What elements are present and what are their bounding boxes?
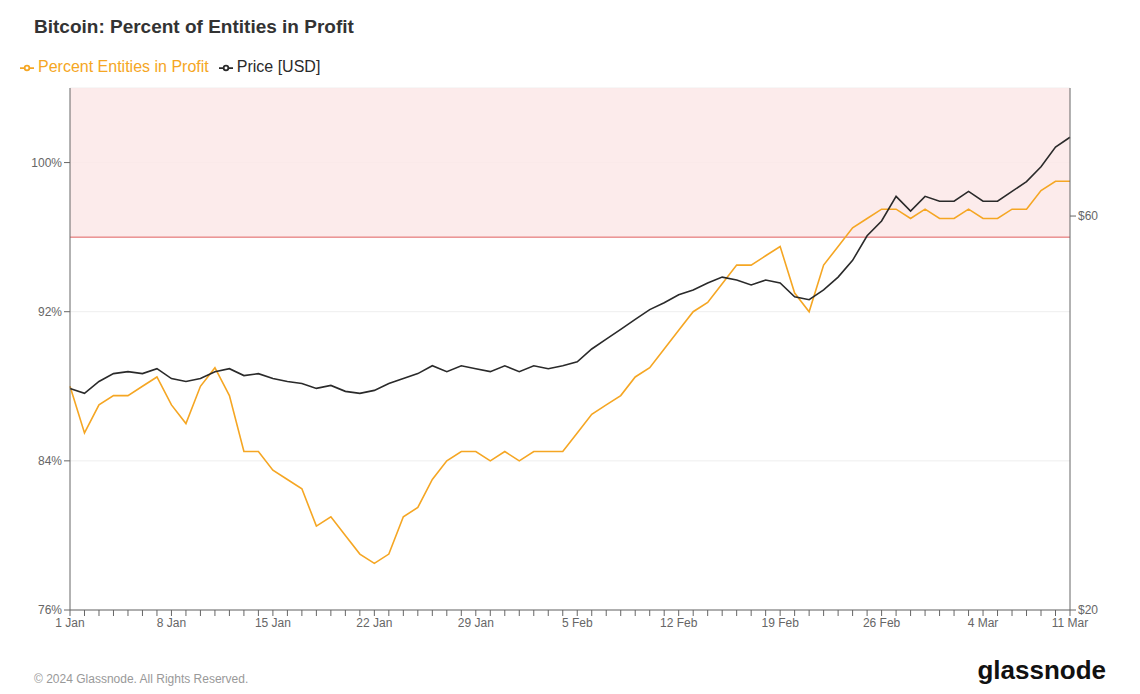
svg-text:15 Jan: 15 Jan bbox=[255, 616, 291, 630]
svg-text:11 Mar: 11 Mar bbox=[1052, 616, 1088, 630]
svg-text:29 Jan: 29 Jan bbox=[458, 616, 494, 630]
svg-text:19 Feb: 19 Feb bbox=[761, 616, 799, 630]
svg-text:92%: 92% bbox=[38, 305, 62, 319]
svg-text:1 Jan: 1 Jan bbox=[55, 616, 84, 630]
html-text:glassnode: glassnode bbox=[977, 655, 1106, 685]
svg-text:$20: $20 bbox=[1078, 603, 1098, 617]
svg-text:12 Feb: 12 Feb bbox=[660, 616, 698, 630]
svg-text:$60: $60 bbox=[1078, 209, 1098, 223]
svg-text:26 Feb: 26 Feb bbox=[863, 616, 901, 630]
svg-text:8 Jan: 8 Jan bbox=[157, 616, 186, 630]
svg-text:100%: 100% bbox=[31, 156, 62, 170]
svg-text:5 Feb: 5 Feb bbox=[562, 616, 593, 630]
svg-text:22 Jan: 22 Jan bbox=[356, 616, 392, 630]
svg-text:84%: 84% bbox=[38, 454, 62, 468]
svg-text:4 Mar: 4 Mar bbox=[968, 616, 999, 630]
html-text:Percent Entities in Profit: Percent Entities in Profit bbox=[38, 58, 209, 75]
html-text:Bitcoin: Percent of Entities i: Bitcoin: Percent of Entities in Profit bbox=[34, 16, 354, 37]
svg-text:76%: 76% bbox=[38, 603, 62, 617]
html-text:Price [USD]: Price [USD] bbox=[236, 58, 321, 75]
html-text:© 2024 Glassnode. All Rights R: © 2024 Glassnode. All Rights Reserved. bbox=[34, 672, 249, 686]
